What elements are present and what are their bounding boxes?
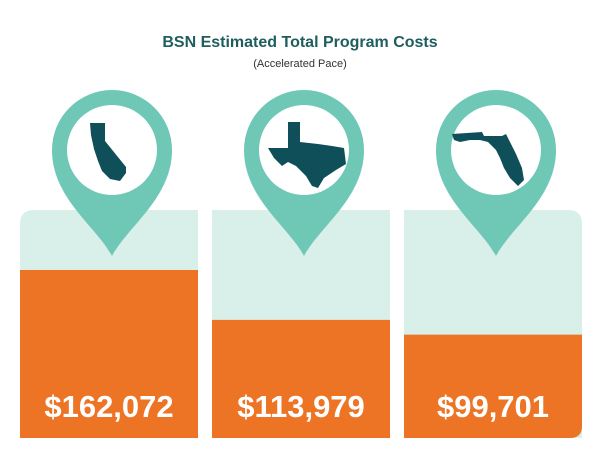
bar-florida (404, 334, 582, 438)
bar-texas (212, 319, 390, 438)
chart-subtitle: (Accelerated Pace) (253, 58, 347, 70)
value-label-california: $162,072 (44, 389, 173, 424)
value-label-florida: $99,701 (437, 389, 549, 424)
chart-title: BSN Estimated Total Program Costs (162, 34, 438, 51)
value-label-texas: $113,979 (237, 389, 365, 424)
bar-california (20, 270, 198, 438)
